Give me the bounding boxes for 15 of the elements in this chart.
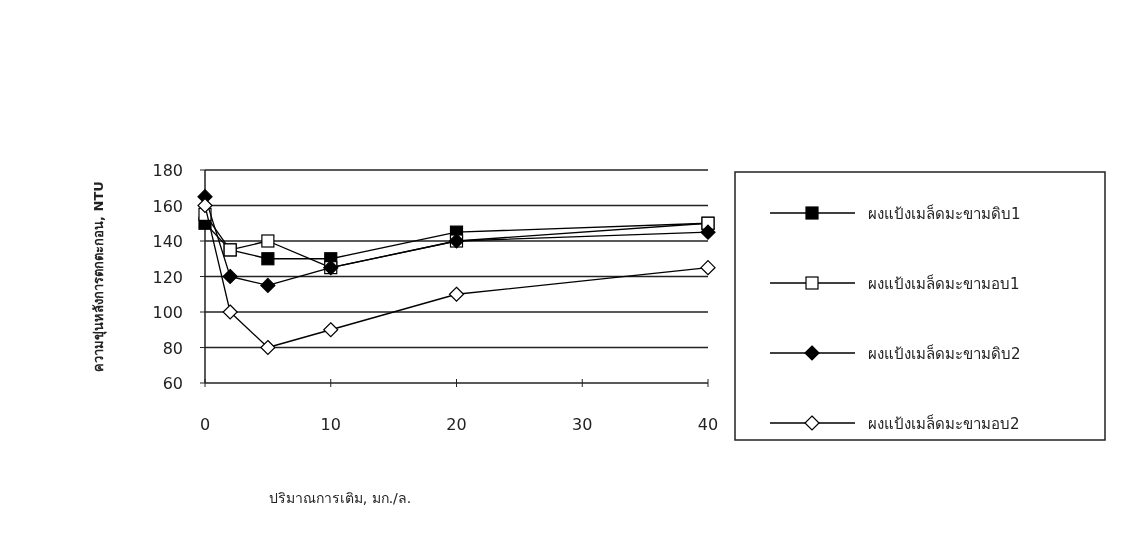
y-tick-label: 120: [152, 267, 183, 287]
y-tick-label: 80: [162, 338, 183, 358]
y-tick-label: 180: [152, 161, 183, 180]
x-tick-label: 40: [697, 415, 719, 434]
x-tick-label: 20: [446, 415, 467, 434]
x-tick-label: 10: [320, 415, 341, 434]
y-axis-title: ความขุ่นหลังการตกตะกอน, NTU: [91, 181, 107, 372]
legend: ผงแป้งเมล็ดมะขามดิบ1 ผงแป้งเมล็ดมะขามอบ1 ผงแป้งเมล็ดมะขามดิบ2 ผงแป้งเมล็ดมะขามอบ2: [734, 171, 1106, 441]
y-tick-label: 60: [162, 374, 183, 393]
x-axis-title: ปริมาณการเติม, มก./ล.: [268, 490, 412, 506]
y-tick-label: 100: [152, 303, 183, 322]
x-tick-label: 0: [199, 415, 211, 434]
y-tick-label: 160: [152, 196, 183, 216]
y-tick-label: 140: [152, 232, 183, 251]
x-tick-label: 30: [572, 415, 593, 434]
